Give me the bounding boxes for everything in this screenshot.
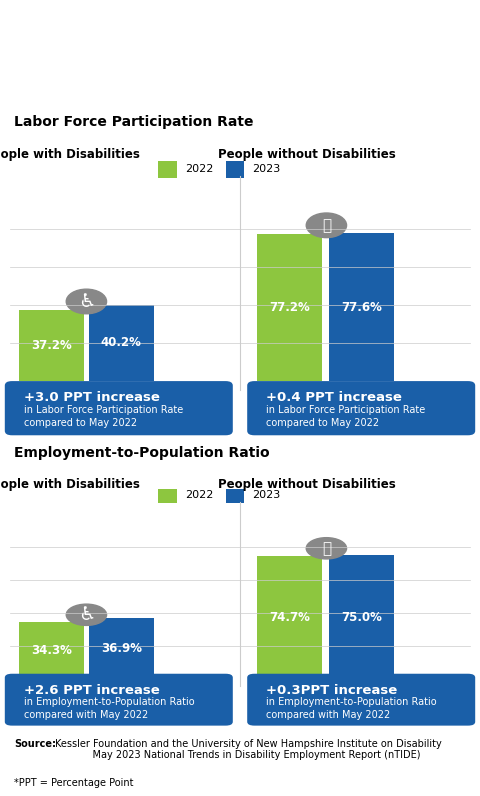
Text: 40.2%: 40.2% [101, 337, 142, 349]
Circle shape [306, 537, 347, 559]
Text: Labor Force Participation Rate: Labor Force Participation Rate [14, 115, 254, 129]
Circle shape [66, 604, 107, 626]
Bar [89, 305, 154, 381]
Circle shape [306, 213, 347, 238]
Bar [158, 162, 177, 178]
Text: +3.0 PPT increase: +3.0 PPT increase [24, 392, 160, 404]
Text: People without Disabilities: People without Disabilities [218, 478, 396, 490]
Text: 👥: 👥 [322, 218, 331, 232]
Bar [226, 489, 244, 503]
Text: Year-to-Year Comparison: Year-to-Year Comparison [14, 79, 149, 88]
Text: in Labor Force Participation Rate
compared to May 2022: in Labor Force Participation Rate compar… [24, 404, 183, 427]
Text: Employment-to-Population Ratio: Employment-to-Population Ratio [14, 446, 270, 459]
Text: 2023: 2023 [252, 164, 280, 174]
Text: Source:: Source: [14, 739, 57, 749]
Text: 2022: 2022 [185, 490, 213, 500]
Text: in Labor Force Participation Rate
compared to May 2022: in Labor Force Participation Rate compar… [266, 404, 426, 427]
Bar [257, 556, 322, 679]
FancyBboxPatch shape [5, 673, 233, 726]
Circle shape [397, 19, 433, 27]
Text: 36.9%: 36.9% [101, 642, 142, 655]
Text: People with Disabilities: People with Disabilities [0, 478, 140, 490]
Text: 34.3%: 34.3% [31, 644, 72, 657]
Bar [19, 310, 84, 381]
Text: 👥: 👥 [322, 540, 331, 556]
Bar [329, 233, 394, 381]
Text: People with Disabilities: People with Disabilities [0, 148, 140, 162]
Bar [226, 162, 244, 178]
Bar [329, 556, 394, 679]
Bar [158, 489, 177, 503]
Bar [257, 234, 322, 381]
Text: *PPT = Percentage Point: *PPT = Percentage Point [14, 778, 134, 788]
Text: +2.6 PPT increase: +2.6 PPT increase [24, 684, 160, 696]
Text: 2023: 2023 [252, 490, 280, 500]
Text: +0.3PPT increase: +0.3PPT increase [266, 684, 397, 696]
Text: National Trends In Disability Employment: National Trends In Disability Employment [14, 52, 244, 62]
FancyBboxPatch shape [5, 381, 233, 435]
Text: 74.7%: 74.7% [269, 611, 310, 624]
Text: +0.4 PPT increase: +0.4 PPT increase [266, 392, 402, 404]
Text: nTIDE: nTIDE [372, 33, 413, 46]
Circle shape [440, 19, 477, 27]
Text: 77.2%: 77.2% [269, 301, 310, 314]
Text: 77.6%: 77.6% [341, 301, 382, 314]
Text: May 2022 to May 2023: May 2022 to May 2023 [14, 18, 242, 37]
Text: 37.2%: 37.2% [31, 339, 72, 352]
Bar [19, 622, 84, 679]
Circle shape [419, 19, 455, 27]
Text: People without Disabilities: People without Disabilities [218, 148, 396, 162]
Text: Kessler Foundation and the University of New Hampshire Institute on Disability
 : Kessler Foundation and the University of… [55, 739, 442, 760]
Text: ♿: ♿ [78, 605, 95, 624]
Text: in Employment-to-Population Ratio
compared with May 2022: in Employment-to-Population Ratio compar… [266, 696, 437, 720]
FancyBboxPatch shape [247, 381, 475, 435]
Text: ♿: ♿ [78, 292, 95, 311]
Text: 75.0%: 75.0% [341, 611, 382, 623]
Text: in Employment-to-Population Ratio
compared with May 2022: in Employment-to-Population Ratio compar… [24, 696, 194, 720]
FancyBboxPatch shape [247, 673, 475, 726]
Text: 2022: 2022 [185, 164, 213, 174]
Bar [89, 618, 154, 679]
Circle shape [66, 289, 107, 314]
